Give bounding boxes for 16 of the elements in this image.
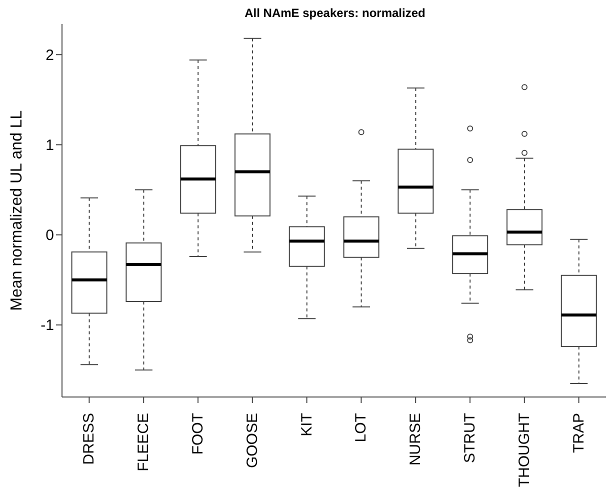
x-tick-label: NURSE <box>407 413 424 466</box>
y-tick-label: 2 <box>46 46 54 64</box>
x-tick-label: KIT <box>298 413 316 436</box>
y-tick-label: 0 <box>46 227 54 244</box>
x-tick-label: GOOSE <box>244 413 261 468</box>
x-tick-label: TRAP <box>570 413 588 454</box>
x-tick-label: FLEECE <box>135 413 152 472</box>
y-tick-label: -1 <box>40 317 54 334</box>
y-axis-title: Mean normalized UL and LL <box>8 110 26 311</box>
x-tick-label: LOT <box>352 413 370 442</box>
x-tick-label: STRUT <box>462 413 478 463</box>
chart-title: All NAmE speakers: normalized <box>244 6 426 20</box>
x-tick-label: FOOT <box>190 413 206 455</box>
x-tick-label: THOUGHT <box>516 413 533 488</box>
x-tick-label: DRESS <box>80 413 98 465</box>
y-tick-label: 1 <box>46 137 54 154</box>
